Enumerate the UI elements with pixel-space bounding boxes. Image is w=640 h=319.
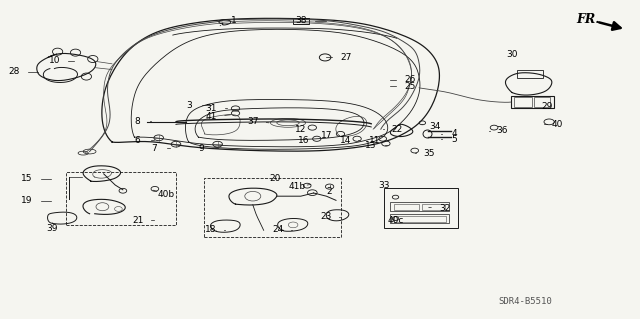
Text: 40: 40 [551, 120, 563, 129]
Text: 25: 25 [404, 82, 415, 91]
Text: 22: 22 [391, 125, 403, 134]
Text: 16: 16 [298, 136, 310, 145]
Text: 20: 20 [269, 174, 281, 183]
Text: 26: 26 [404, 75, 415, 84]
Text: 32: 32 [439, 204, 451, 213]
Text: 3: 3 [186, 101, 191, 110]
Text: 37: 37 [247, 117, 259, 126]
Text: 10: 10 [49, 56, 60, 65]
Text: 40c: 40c [387, 216, 404, 225]
Text: 14: 14 [340, 136, 351, 145]
Bar [390, 214, 449, 223]
Text: 39: 39 [47, 224, 58, 233]
Text: 41b: 41b [289, 182, 306, 191]
Text: 1: 1 [231, 16, 236, 25]
Text: 41: 41 [205, 112, 217, 121]
Bar [384, 188, 458, 228]
Text: 12: 12 [295, 125, 307, 134]
Text: 7: 7 [151, 144, 156, 153]
Text: 17: 17 [321, 131, 332, 140]
Bar [534, 97, 550, 107]
Text: 30: 30 [506, 50, 518, 59]
Text: 40b: 40b [158, 190, 175, 199]
Text: 9: 9 [199, 144, 204, 153]
Bar [511, 96, 554, 108]
Text: 8: 8 [135, 117, 140, 126]
Bar [394, 204, 419, 210]
Text: 36: 36 [497, 126, 508, 135]
Text: 2: 2 [327, 187, 332, 196]
Bar [66, 172, 176, 225]
Text: 19: 19 [21, 197, 33, 205]
Text: 15: 15 [21, 174, 33, 183]
Bar [293, 18, 309, 24]
Bar [422, 204, 445, 210]
Text: 18: 18 [205, 225, 217, 234]
Text: 28: 28 [8, 67, 20, 76]
Text: 38: 38 [295, 16, 307, 25]
Text: 31: 31 [205, 104, 217, 113]
Bar [394, 216, 446, 222]
Text: 11: 11 [369, 136, 380, 145]
Text: 4: 4 [452, 130, 457, 138]
Text: 13: 13 [365, 141, 377, 150]
Text: 24: 24 [273, 225, 284, 234]
Text: 5: 5 [452, 135, 457, 144]
Bar [204, 178, 341, 237]
Text: 21: 21 [132, 216, 143, 225]
Bar [517, 70, 543, 78]
Text: 23: 23 [321, 212, 332, 221]
Text: 29: 29 [541, 102, 553, 111]
Text: FR.: FR. [576, 13, 600, 26]
Text: 6: 6 [135, 136, 140, 145]
Text: 33: 33 [378, 181, 390, 189]
Text: 35: 35 [423, 149, 435, 158]
Bar [390, 202, 449, 211]
Text: 34: 34 [429, 122, 441, 130]
Bar [514, 97, 532, 107]
Text: SDR4-B5510: SDR4-B5510 [498, 297, 552, 306]
Text: 27: 27 [340, 53, 351, 62]
